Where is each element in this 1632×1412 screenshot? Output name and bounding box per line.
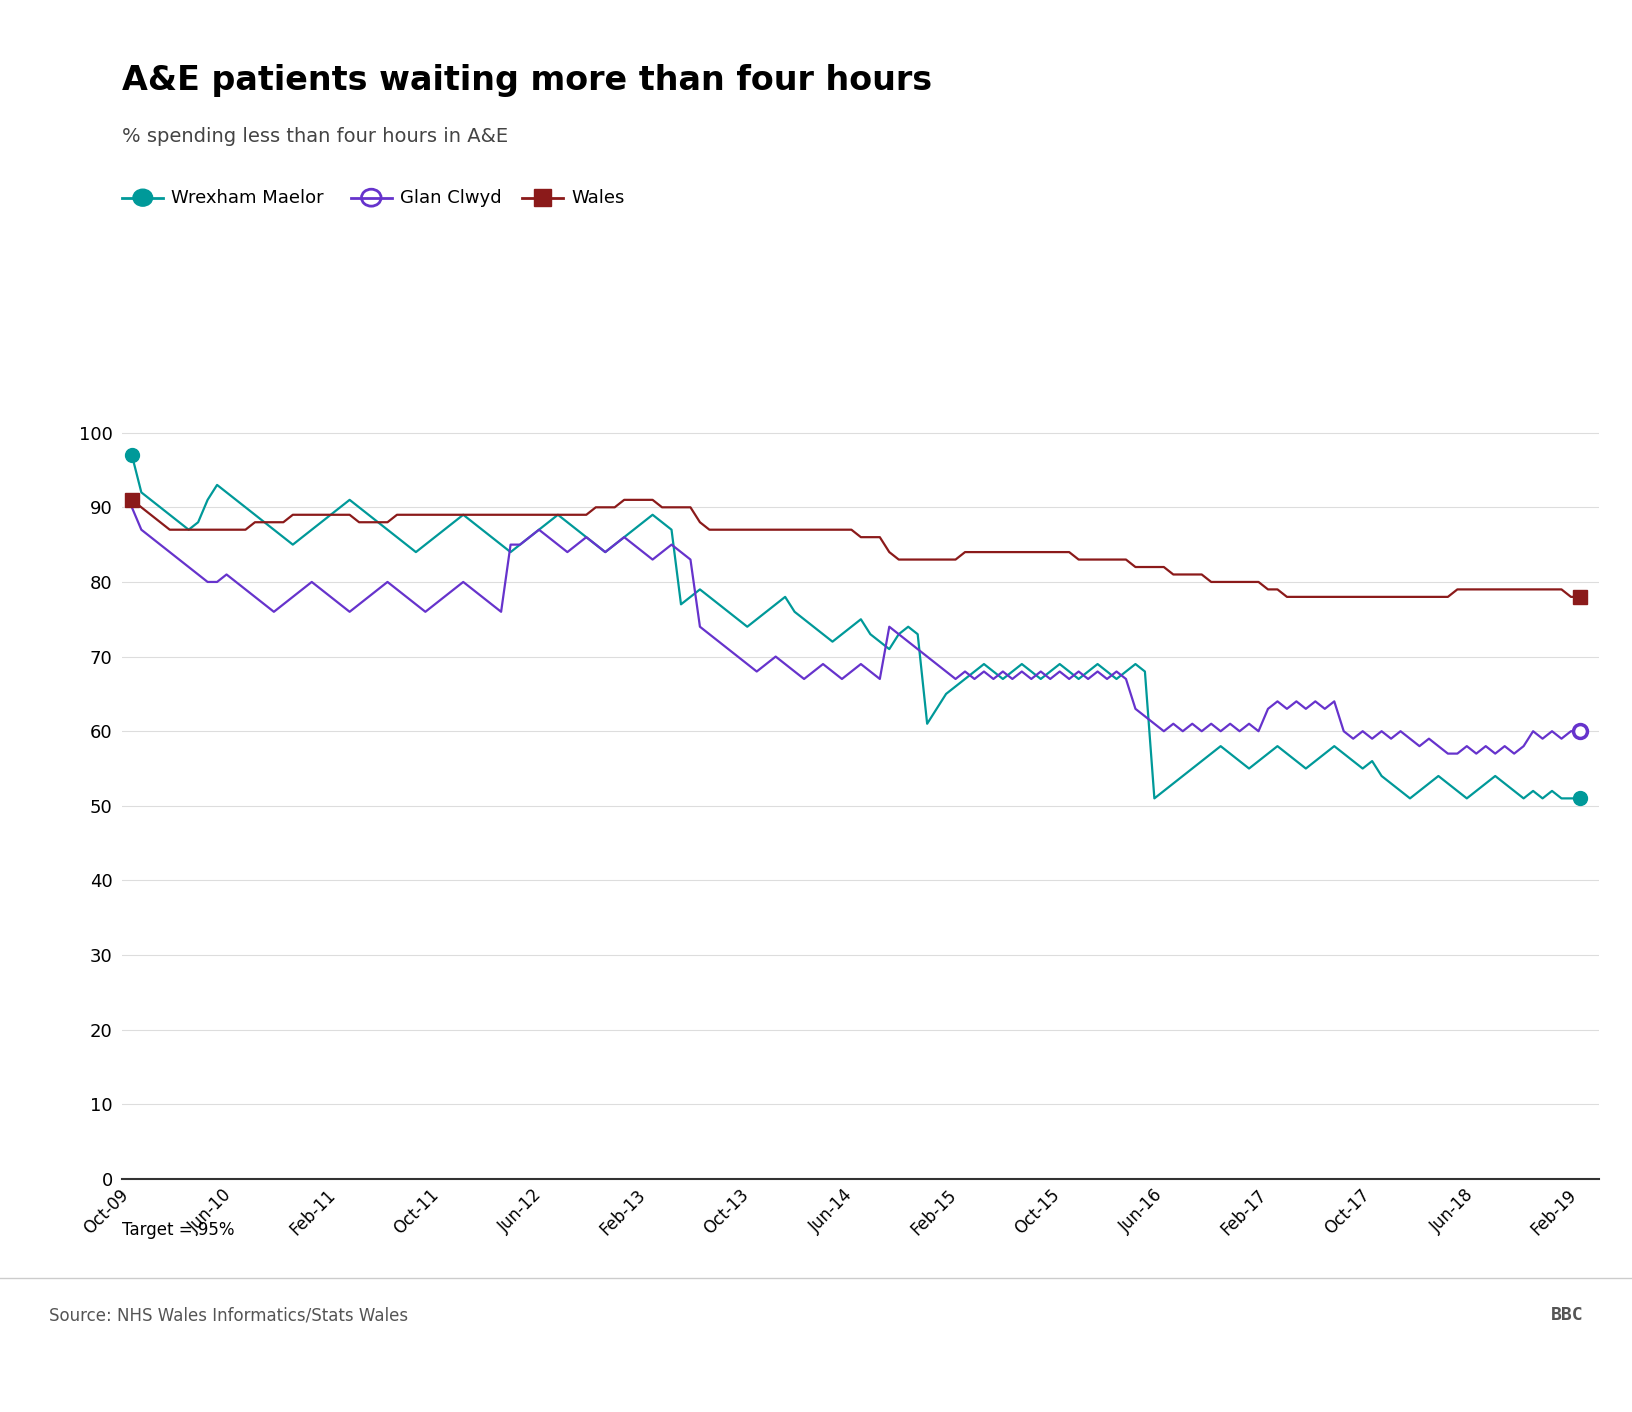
Text: % spending less than four hours in A&E: % spending less than four hours in A&E — [122, 127, 509, 145]
Text: Glan Clwyd: Glan Clwyd — [400, 189, 501, 206]
Text: Wrexham Maelor: Wrexham Maelor — [171, 189, 325, 206]
Text: Target = 95%: Target = 95% — [122, 1221, 235, 1240]
Text: Wales: Wales — [571, 189, 625, 206]
Text: BBC: BBC — [1550, 1306, 1583, 1324]
Text: A&E patients waiting more than four hours: A&E patients waiting more than four hour… — [122, 64, 932, 96]
Text: Source: NHS Wales Informatics/Stats Wales: Source: NHS Wales Informatics/Stats Wale… — [49, 1306, 408, 1324]
